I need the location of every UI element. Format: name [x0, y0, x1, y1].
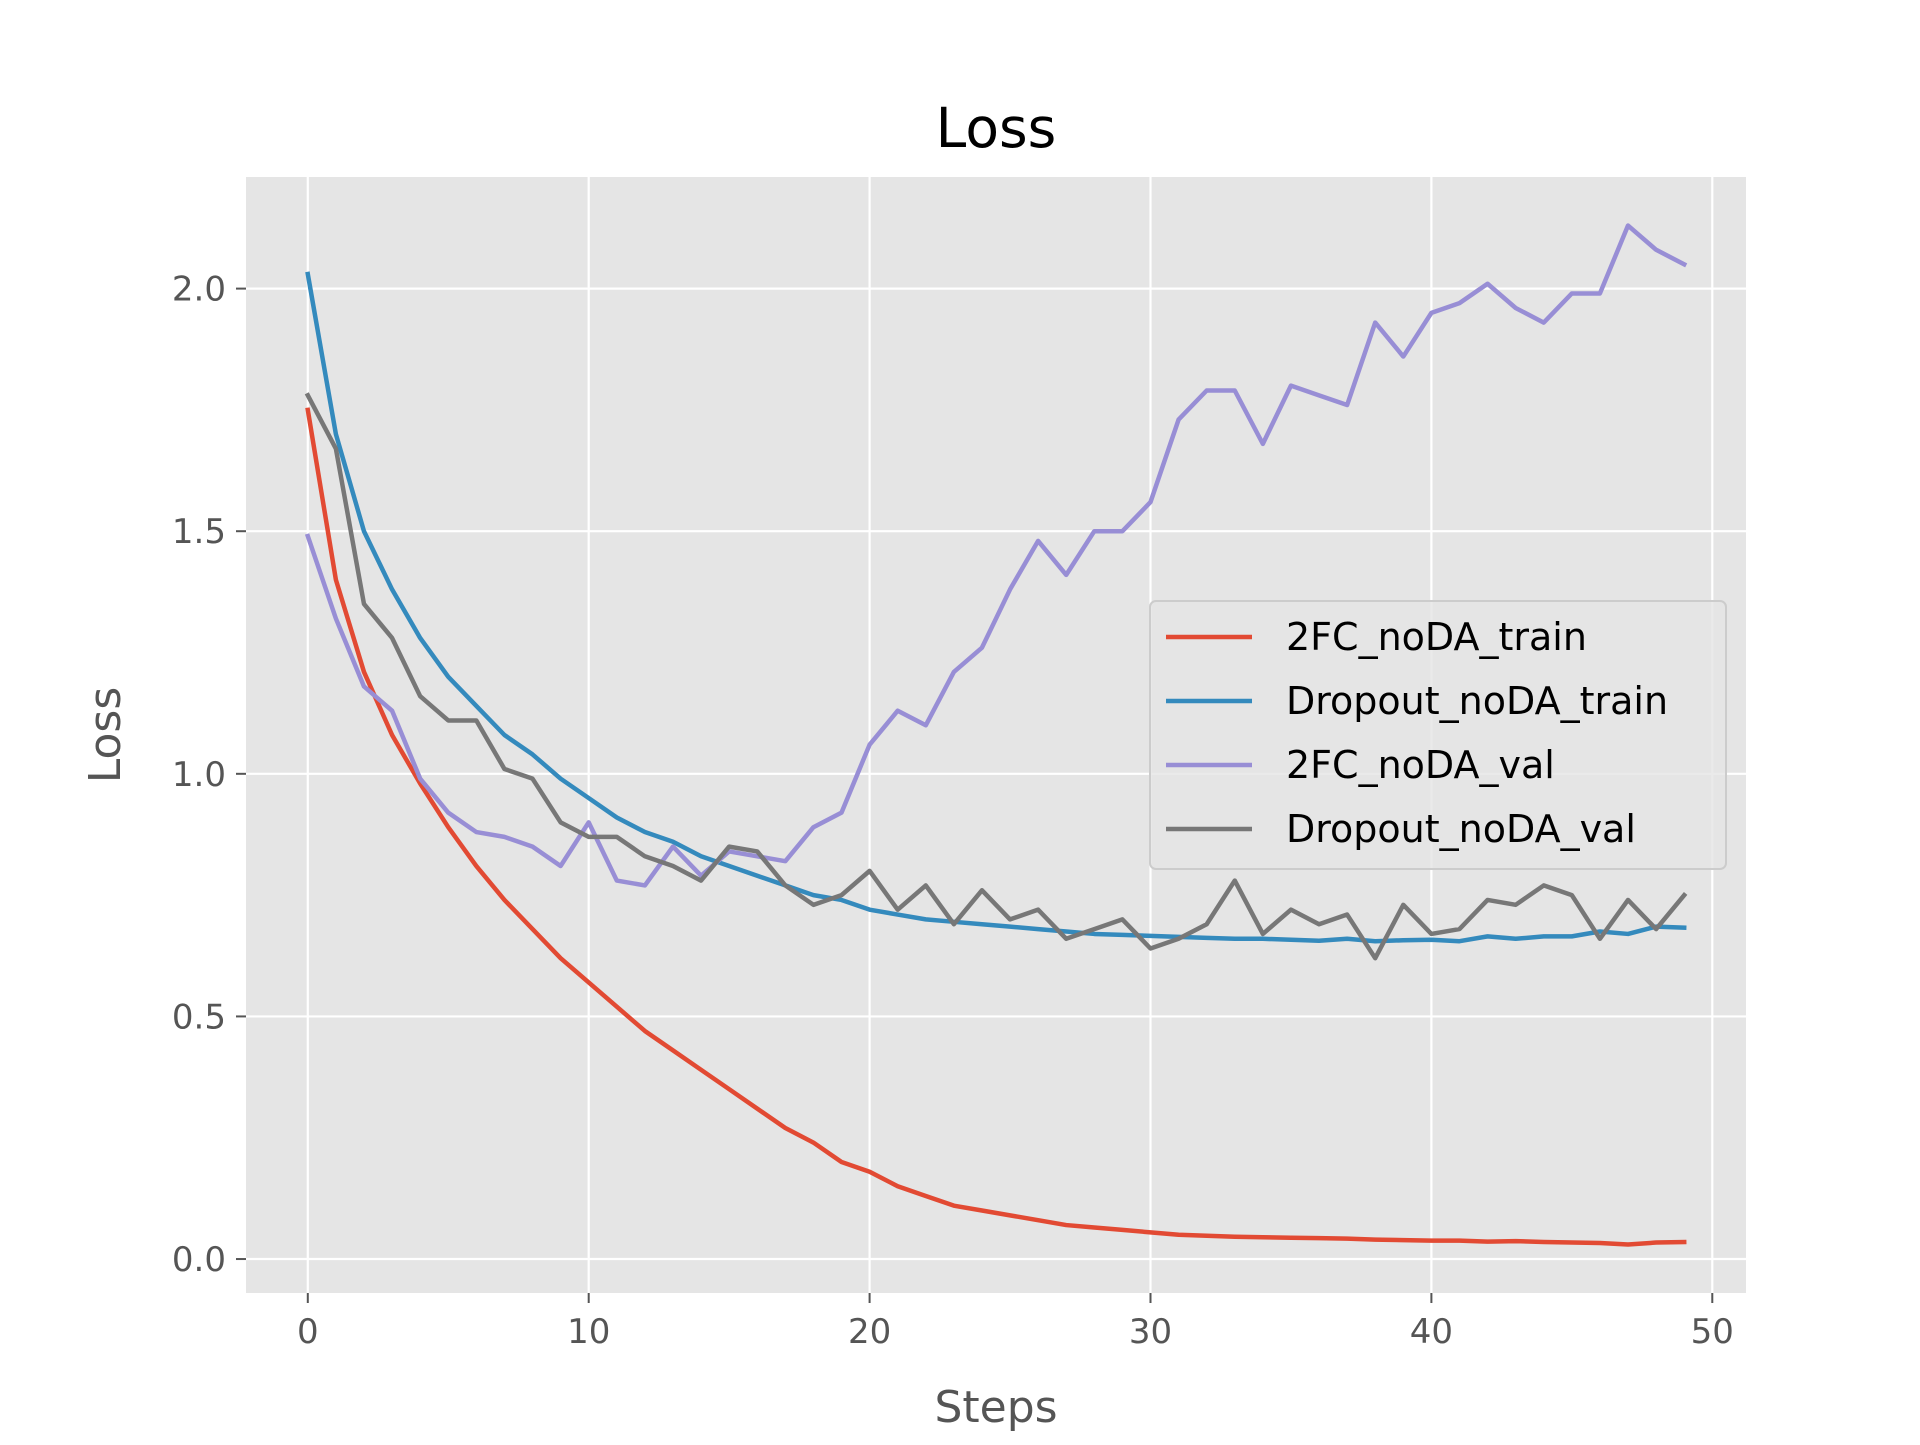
chart-title: Loss	[936, 96, 1057, 160]
y-tick-label: 1.0	[172, 755, 226, 795]
legend-label: 2FC_noDA_train	[1286, 615, 1587, 659]
y-axis-label: Loss	[80, 687, 131, 784]
y-tick-label: 2.0	[172, 270, 226, 310]
y-tick-label: 0.5	[172, 997, 226, 1037]
series-line-2FC_noDA_train	[305, 407, 1687, 1247]
legend-box	[1149, 600, 1727, 870]
axis-ticks: 0 10 20 30 40 50 0.0 0.5 1.0 1.5 2.0	[172, 270, 1734, 1352]
x-tick-label: 50	[1691, 1312, 1734, 1352]
x-tick-label: 40	[1410, 1312, 1453, 1352]
series-lines	[304, 223, 1688, 1247]
legend-label: 2FC_noDA_val	[1286, 743, 1555, 787]
legend: 2FC_noDA_train Dropout_noDA_train 2FC_noDA…	[1149, 600, 1727, 870]
series-line-2FC_noDA_val	[304, 223, 1688, 888]
series-line-Dropout_noDA_val	[304, 392, 1688, 961]
x-tick-label: 20	[848, 1312, 891, 1352]
legend-label: Dropout_noDA_train	[1286, 679, 1668, 723]
y-tick-label: 0.0	[172, 1240, 226, 1280]
x-tick-label: 0	[297, 1312, 319, 1352]
x-axis-label: Steps	[934, 1382, 1057, 1433]
x-tick-label: 10	[567, 1312, 610, 1352]
legend-label: Dropout_noDA_val	[1286, 807, 1636, 851]
series-line-Dropout_noDA_train	[305, 271, 1687, 944]
y-tick-label: 1.5	[172, 512, 226, 552]
x-tick-label: 30	[1129, 1312, 1172, 1352]
